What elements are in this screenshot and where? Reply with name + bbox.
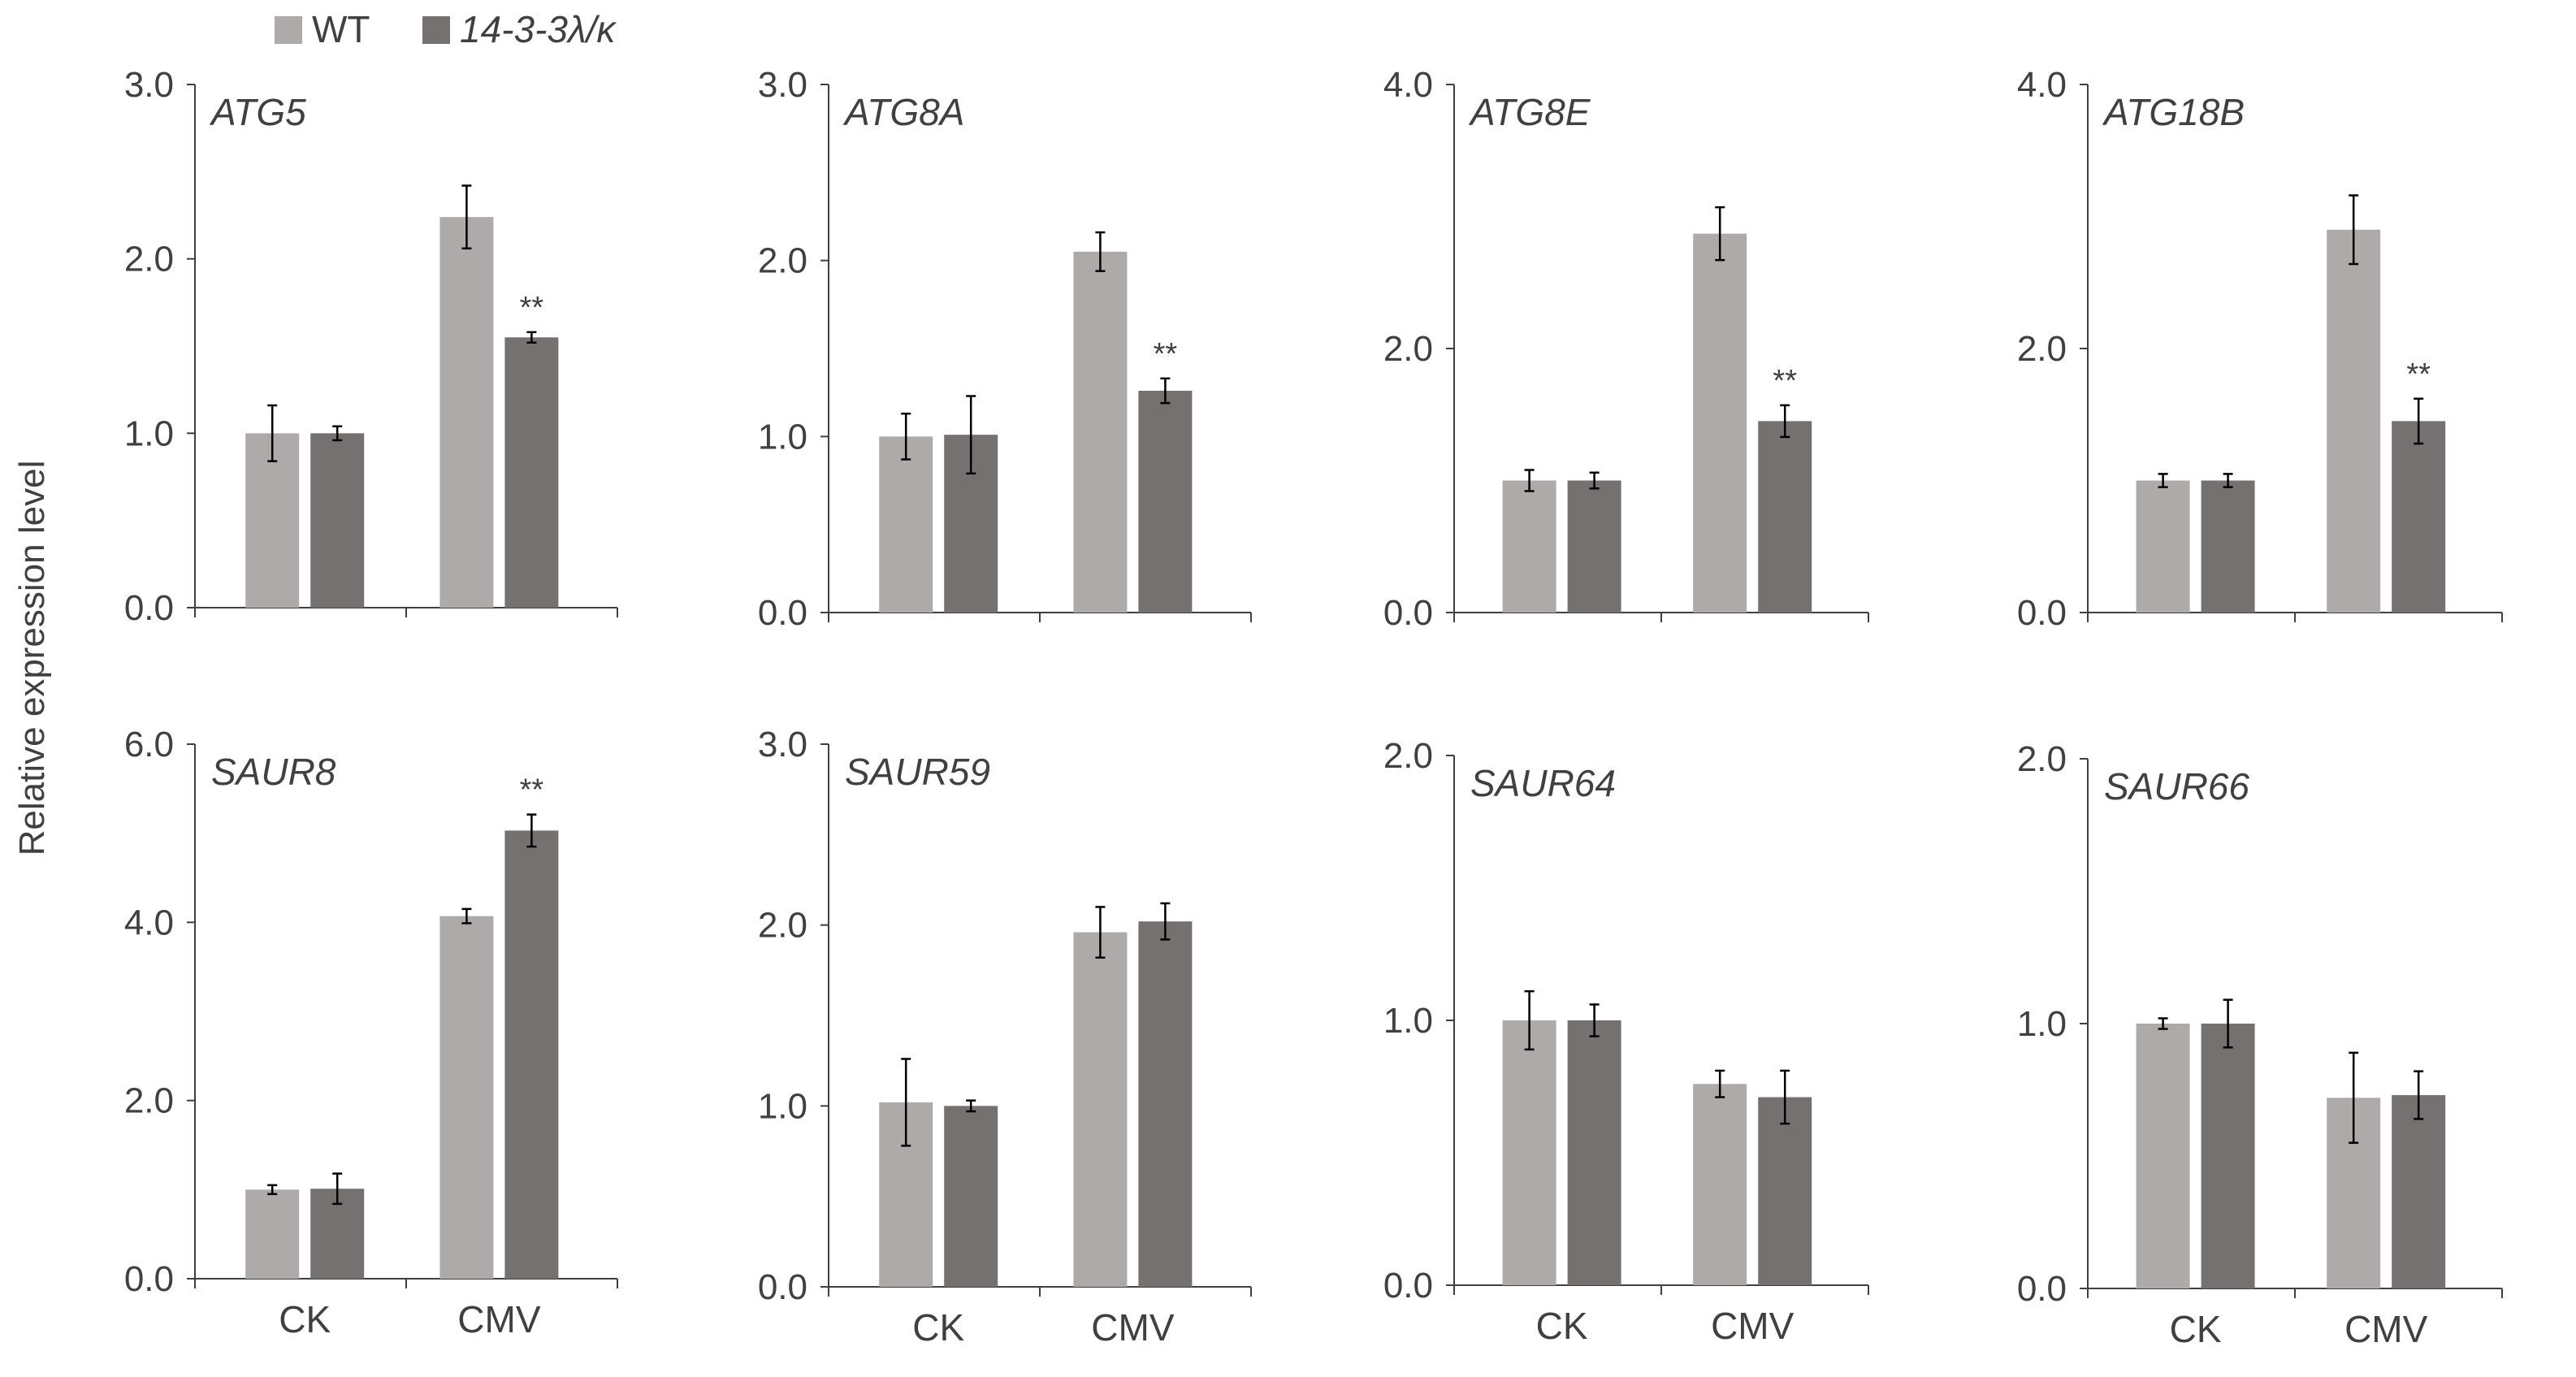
bar-wt-ck bbox=[879, 436, 933, 613]
panel-saur64: 0.0 1.0 2.0 CK CMV SAUR64 bbox=[1383, 736, 1869, 1347]
panel-title: ATG18B bbox=[2102, 91, 2245, 133]
y-tick-label: 3.0 bbox=[124, 65, 174, 105]
bar-1433-ck bbox=[1567, 1020, 1621, 1285]
bar-wt-ck bbox=[245, 1189, 300, 1279]
y-tick-label: 1.0 bbox=[2017, 1004, 2067, 1044]
panel-saur8: 0.0 2.0 4.0 6.0 CK ** CMV SAUR8 bbox=[124, 725, 618, 1340]
panel-saur59: 0.0 1.0 2.0 3.0 CK CMV SAUR59 bbox=[758, 725, 1252, 1349]
panel-atg8e: 0.0 2.0 4.0 ** ATG8E bbox=[1383, 65, 1869, 633]
bar-1433-cmv bbox=[504, 830, 559, 1279]
legend: WT 14-3-3λ/κ bbox=[275, 8, 617, 50]
y-tick-label: 2.0 bbox=[758, 241, 807, 281]
panel-title: SAUR64 bbox=[1470, 762, 1616, 804]
bar-wt-cmv bbox=[1073, 932, 1128, 1287]
panel-title: SAUR66 bbox=[2104, 765, 2249, 808]
y-tick-label: 4.0 bbox=[124, 903, 174, 942]
panel-title: SAUR59 bbox=[845, 751, 990, 793]
significance-marker: ** bbox=[1773, 364, 1797, 398]
bar-1433-cmv bbox=[1138, 391, 1193, 613]
y-tick-label: 0.0 bbox=[758, 593, 807, 633]
y-tick-label: 0.0 bbox=[2017, 1269, 2067, 1309]
panel-title: ATG8E bbox=[1468, 91, 1591, 133]
y-tick-label: 3.0 bbox=[758, 725, 807, 764]
bar-1433-cmv bbox=[1138, 921, 1193, 1287]
y-tick-label: 4.0 bbox=[1383, 65, 1433, 105]
significance-marker: ** bbox=[2406, 357, 2431, 392]
bar-wt-ck bbox=[1502, 480, 1556, 613]
panel-atg8a: 0.0 1.0 2.0 3.0 ** ATG8A bbox=[758, 65, 1252, 633]
bar-1433-cmv bbox=[2392, 1095, 2446, 1288]
bar-wt-ck bbox=[2136, 1024, 2190, 1288]
bar-wt-cmv bbox=[2327, 229, 2381, 613]
x-tick-label: CMV bbox=[457, 1298, 541, 1340]
y-tick-label: 0.0 bbox=[2017, 593, 2067, 633]
y-tick-label: 0.0 bbox=[1383, 593, 1433, 633]
panel-atg5: 0.0 1.0 2.0 3.0 ** ATG5 bbox=[124, 65, 618, 628]
y-tick-label: 2.0 bbox=[2017, 739, 2067, 779]
x-tick-label: CK bbox=[912, 1306, 964, 1349]
y-tick-label: 2.0 bbox=[1383, 329, 1433, 369]
bar-wt-ck bbox=[1502, 1020, 1556, 1285]
panel-atg18b: 0.0 2.0 4.0 ** ATG18B bbox=[2017, 65, 2503, 633]
y-tick-label: 4.0 bbox=[2017, 65, 2067, 105]
significance-marker: ** bbox=[520, 291, 544, 325]
bar-1433-ck bbox=[310, 433, 365, 608]
legend-swatch-mutant bbox=[422, 16, 450, 44]
y-tick-label: 1.0 bbox=[1383, 1001, 1433, 1041]
bar-wt-cmv bbox=[439, 916, 494, 1279]
y-tick-label: 2.0 bbox=[124, 240, 174, 279]
panel-title: ATG8A bbox=[842, 91, 964, 133]
y-tick-label: 1.0 bbox=[124, 414, 174, 453]
bar-1433-cmv bbox=[504, 337, 559, 608]
legend-swatch-wt bbox=[275, 16, 302, 44]
bar-wt-ck bbox=[245, 433, 300, 608]
bar-wt-cmv bbox=[439, 217, 494, 608]
x-tick-label: CMV bbox=[2344, 1308, 2428, 1350]
x-tick-label: CMV bbox=[1711, 1305, 1795, 1347]
y-tick-label: 2.0 bbox=[1383, 736, 1433, 776]
bar-1433-ck bbox=[2201, 1024, 2255, 1288]
bar-1433-ck bbox=[2201, 480, 2255, 613]
y-tick-label: 0.0 bbox=[124, 1259, 174, 1299]
y-tick-label: 1.0 bbox=[758, 1086, 807, 1126]
bar-1433-cmv bbox=[1758, 421, 1812, 613]
significance-marker: ** bbox=[520, 773, 544, 808]
y-tick-label: 2.0 bbox=[2017, 329, 2067, 369]
y-tick-label: 3.0 bbox=[758, 65, 807, 105]
y-tick-label: 0.0 bbox=[758, 1267, 807, 1307]
x-tick-label: CK bbox=[2170, 1308, 2222, 1350]
bar-1433-ck bbox=[1567, 480, 1621, 613]
bar-wt-ck bbox=[2136, 480, 2190, 613]
y-tick-label: 0.0 bbox=[1383, 1266, 1433, 1306]
bar-wt-cmv bbox=[1073, 251, 1128, 613]
bar-wt-cmv bbox=[1693, 1084, 1747, 1285]
bar-1433-ck bbox=[944, 1106, 998, 1287]
y-tick-label: 2.0 bbox=[758, 906, 807, 946]
x-tick-label: CK bbox=[1536, 1305, 1588, 1347]
y-tick-label: 2.0 bbox=[124, 1081, 174, 1121]
bar-1433-cmv bbox=[1758, 1097, 1812, 1285]
significance-marker: ** bbox=[1154, 337, 1178, 371]
x-tick-label: CK bbox=[279, 1298, 331, 1340]
x-tick-label: CMV bbox=[1091, 1306, 1175, 1349]
bar-1433-cmv bbox=[2392, 421, 2446, 613]
legend-label-mutant: 14-3-3λ/κ bbox=[460, 8, 617, 50]
y-axis-label: Relative expression level bbox=[12, 461, 52, 856]
y-tick-label: 1.0 bbox=[758, 417, 807, 457]
y-tick-label: 6.0 bbox=[124, 725, 174, 764]
panel-title: SAUR8 bbox=[211, 751, 336, 793]
legend-label-wt: WT bbox=[312, 8, 370, 50]
y-tick-label: 0.0 bbox=[124, 588, 174, 628]
panel-saur66: 0.0 1.0 2.0 CK CMV SAUR66 bbox=[2017, 739, 2503, 1350]
bar-wt-cmv bbox=[1693, 233, 1747, 613]
panel-title: ATG5 bbox=[209, 91, 306, 133]
